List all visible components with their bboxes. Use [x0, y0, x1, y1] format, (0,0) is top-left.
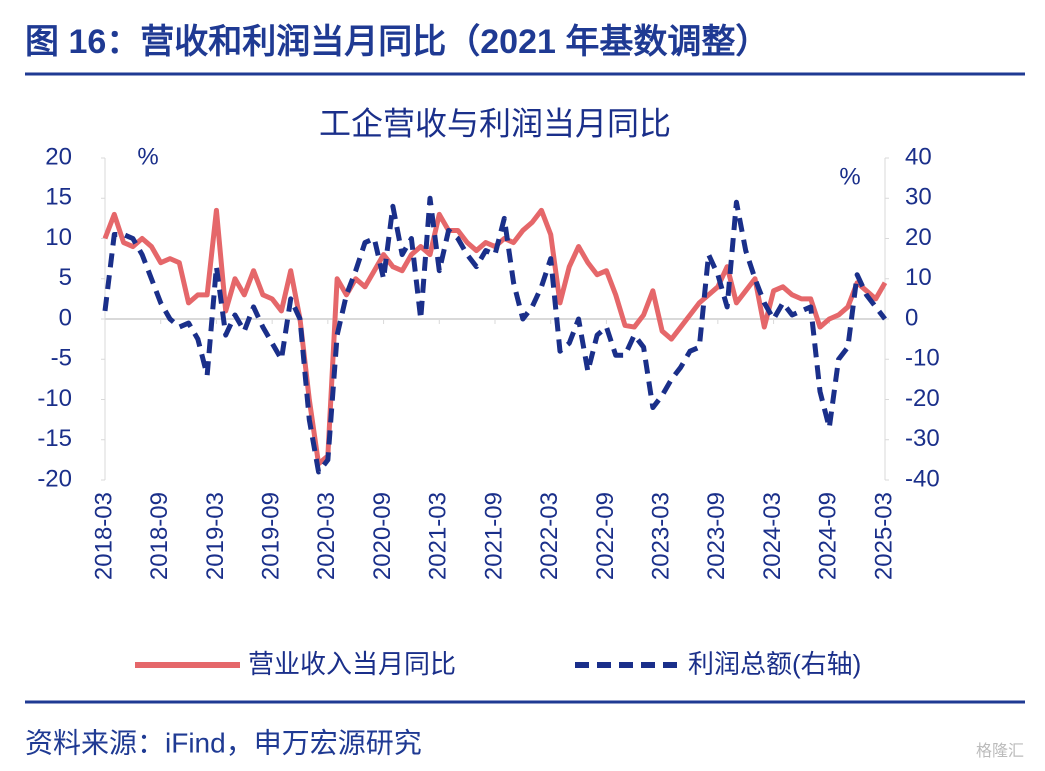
y-tick-label: -15	[37, 425, 72, 452]
figure-title: 图 16：营收和利润当月同比（2021 年基数调整）	[25, 22, 769, 61]
y-tick-label: -10	[37, 385, 72, 412]
y-tick-label: 20	[45, 143, 72, 170]
legend-label: 营业收入当月同比	[248, 649, 456, 679]
series-line	[102, 195, 887, 475]
watermark: 格隆汇	[976, 742, 1024, 760]
y2-tick-label: -30	[905, 425, 940, 452]
y-tick-label: 0	[59, 304, 72, 331]
legend-label: 利润总额(右轴)	[688, 649, 861, 679]
y2-tick-label: 30	[905, 184, 932, 211]
y2-tick-label: 40	[905, 143, 932, 170]
y-unit: %	[137, 143, 158, 170]
y-tick-label: -20	[37, 465, 72, 492]
y-tick-label: 15	[45, 184, 72, 211]
x-tick-label: 2022-03	[536, 492, 563, 580]
x-tick-label: 2020-09	[369, 492, 396, 580]
y2-tick-label: -40	[905, 465, 940, 492]
x-tick-label: 2021-09	[480, 492, 507, 580]
x-tick-label: 2019-03	[202, 492, 229, 580]
x-tick-label: 2025-03	[870, 492, 897, 580]
y2-tick-label: 10	[905, 264, 932, 291]
x-tick-label: 2024-09	[815, 492, 842, 580]
x-tick-label: 2022-09	[592, 492, 619, 580]
y-tick-label: -5	[51, 345, 72, 372]
y2-tick-label: 20	[905, 224, 932, 251]
x-tick-label: 2018-03	[90, 492, 117, 580]
y2-tick-label: 0	[905, 304, 918, 331]
x-tick-label: 2020-03	[313, 492, 340, 580]
x-tick-label: 2019-09	[257, 492, 284, 580]
y-tick-label: 5	[59, 264, 72, 291]
y2-tick-label: -10	[905, 345, 940, 372]
x-tick-label: 2024-03	[759, 492, 786, 580]
x-tick-label: 2021-03	[425, 492, 452, 580]
x-tick-label: 2023-09	[703, 492, 730, 580]
y2-tick-label: -20	[905, 385, 940, 412]
y-tick-label: 10	[45, 224, 72, 251]
chart-title: 工企营收与利润当月同比	[319, 105, 671, 141]
source: 资料来源：iFind，申万宏源研究	[25, 727, 422, 758]
y2-unit: %	[839, 163, 860, 190]
x-tick-label: 2023-03	[647, 492, 674, 580]
x-tick-label: 2018-09	[146, 492, 173, 580]
